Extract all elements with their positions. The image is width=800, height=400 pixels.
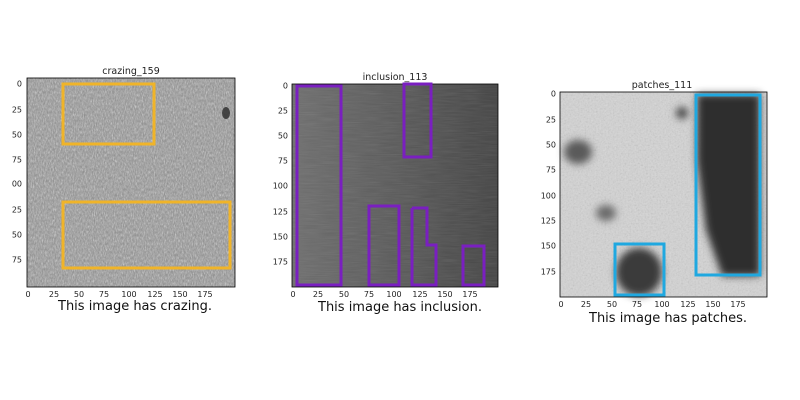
crazing-xtick: 75	[98, 290, 110, 299]
inclusion-ytick: 175	[272, 257, 288, 267]
inclusion-xtick: 100	[386, 290, 402, 299]
crazing-ytick: 75	[11, 255, 22, 265]
patches-box-2	[694, 93, 762, 277]
patches-axes-frame	[559, 91, 768, 298]
crazing-ytick: 50	[11, 230, 22, 240]
patches-xtick: 25	[580, 300, 592, 309]
inclusion-xtick: 25	[312, 290, 324, 299]
inclusion-title: inclusion_113	[362, 72, 428, 83]
patches-ytick: 50	[545, 140, 556, 150]
inclusion-box-1	[295, 84, 343, 287]
patches-ytick: 75	[545, 165, 556, 175]
patches-xtick: 100	[654, 300, 670, 309]
patches-ytick: 175	[540, 267, 556, 277]
crazing-ytick: 25	[11, 205, 22, 215]
inclusion-ytick: 150	[272, 232, 288, 242]
inclusion-box-2	[402, 82, 433, 159]
inclusion-ytick: 50	[277, 131, 288, 141]
inclusion-ytick: 100	[272, 181, 288, 191]
crazing-axes-frame	[26, 77, 236, 288]
inclusion-xtick: 175	[462, 290, 478, 299]
inclusion-xtick: 75	[363, 290, 375, 299]
patches-ytick: 125	[540, 216, 556, 226]
inclusion-ytick: 0	[282, 81, 288, 91]
crazing-ytick: 75	[11, 155, 22, 165]
crazing-xtick: 25	[48, 290, 60, 299]
crazing-title: crazing_159	[102, 66, 160, 77]
crazing-ytick: 00	[11, 179, 22, 189]
inclusion-xtick: 50	[338, 290, 350, 299]
inclusion-xtick: 0	[290, 290, 296, 299]
inclusion-xtick: 125	[412, 290, 428, 299]
inclusion-xtick: 150	[437, 290, 453, 299]
patches-box-1	[613, 242, 666, 297]
patches-xtick: 50	[606, 300, 618, 309]
crazing-caption: This image has crazing.	[58, 299, 212, 314]
patches-xtick: 175	[730, 300, 746, 309]
inclusion-ytick: 25	[277, 106, 288, 116]
patches-title: patches_111	[631, 80, 693, 91]
inclusion-axes-frame	[291, 83, 499, 288]
crazing-xtick: 0	[25, 290, 31, 299]
inclusion-caption: This image has inclusion.	[318, 300, 482, 315]
patches-ytick: 25	[545, 115, 556, 125]
crazing-box-2	[61, 200, 232, 270]
crazing-xtick: 100	[121, 290, 137, 299]
patches-ytick: 0	[550, 89, 556, 99]
crazing-ytick: 50	[11, 130, 22, 140]
patches-xtick: 125	[680, 300, 696, 309]
crazing-box-1	[61, 82, 156, 146]
patches-xtick: 75	[631, 300, 643, 309]
inclusion-box-5	[461, 244, 486, 287]
crazing-ytick: 25	[11, 105, 22, 115]
inclusion-ytick: 75	[277, 156, 288, 166]
patches-xtick: 0	[558, 300, 564, 309]
crazing-xtick: 50	[73, 290, 85, 299]
patches-ytick: 150	[540, 241, 556, 251]
inclusion-box-4	[410, 206, 438, 287]
patches-caption: This image has patches.	[589, 311, 748, 326]
crazing-xtick: 175	[197, 290, 213, 299]
patches-ytick: 100	[540, 191, 556, 201]
crazing-xtick: 150	[172, 290, 188, 299]
patches-xtick: 150	[705, 300, 721, 309]
crazing-ytick: 0	[16, 79, 22, 89]
inclusion-box-3	[367, 204, 401, 287]
crazing-xtick: 125	[147, 290, 163, 299]
inclusion-ytick: 125	[272, 207, 288, 217]
